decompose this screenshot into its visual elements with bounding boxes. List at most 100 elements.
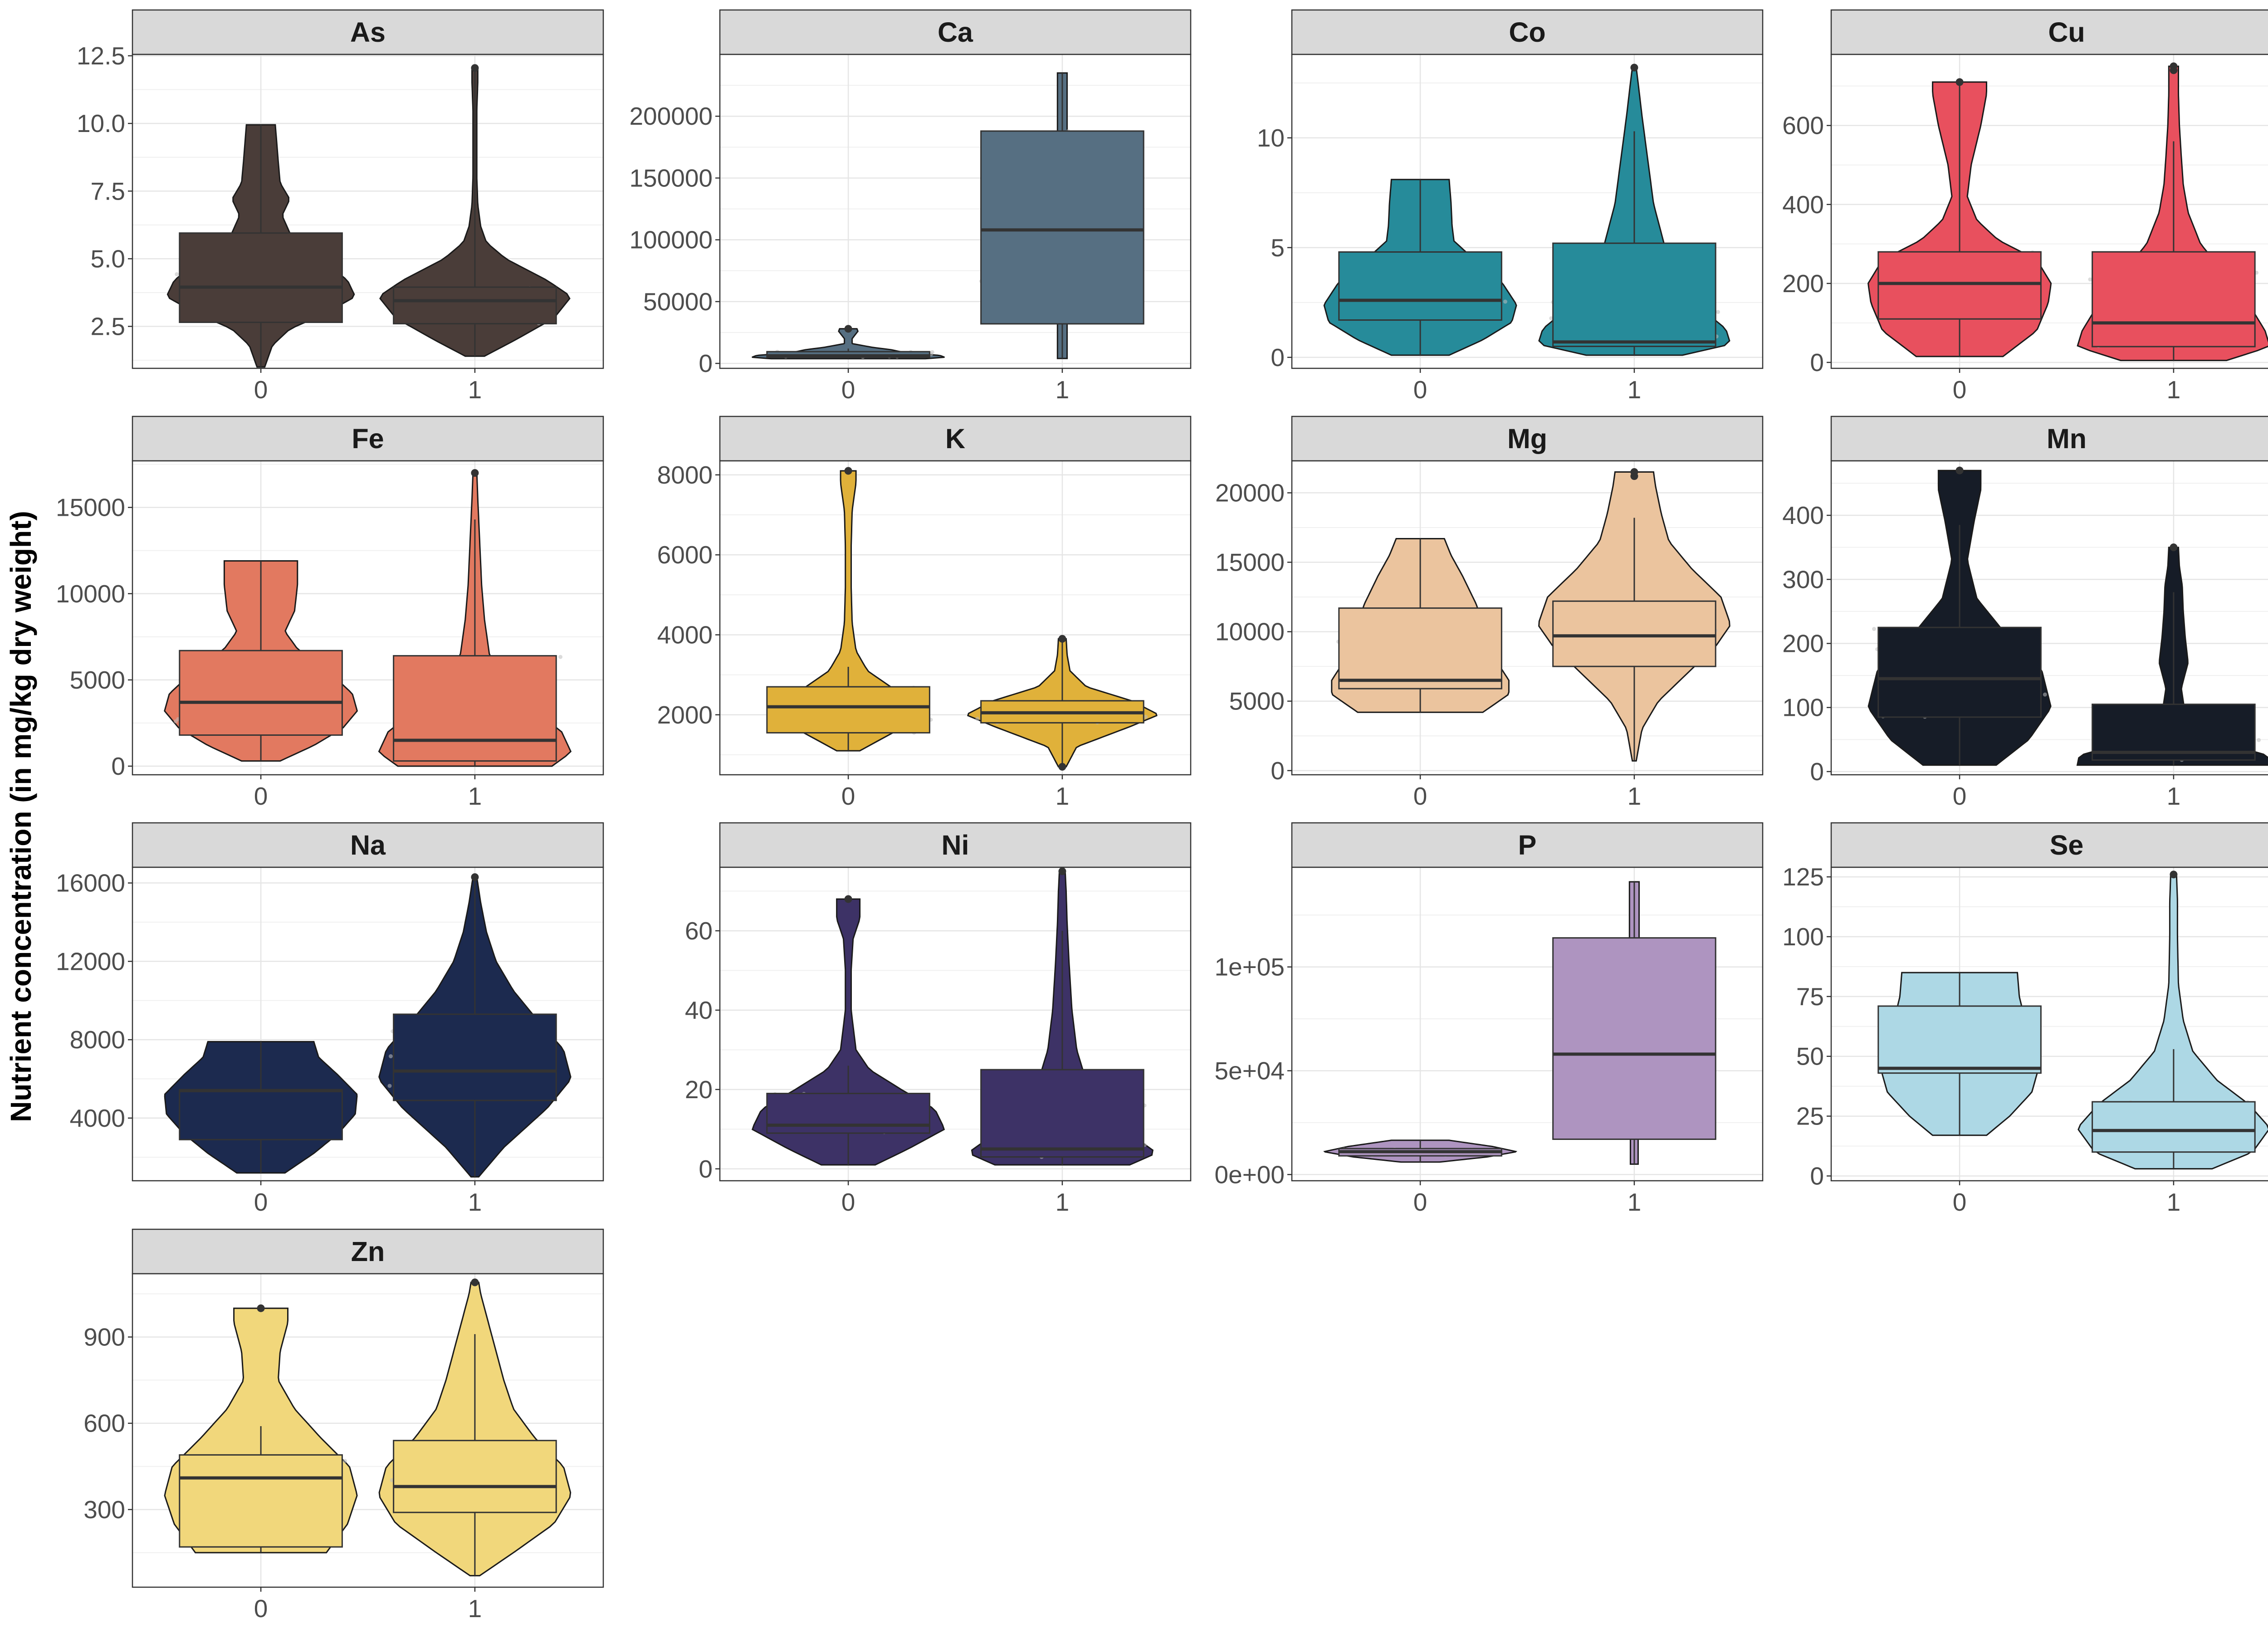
x-tick-label: 0 [841, 782, 855, 810]
strip-background [1291, 822, 1764, 868]
strip-background [719, 416, 1192, 462]
strip-background [1291, 9, 1764, 55]
panel-border [1291, 866, 1764, 1182]
y-tick-label: 5.0 [91, 244, 125, 273]
y-tick-label: 0 [1810, 348, 1824, 376]
facet-ca: Ca 0 50000 100000 150000 200000 0 1 [629, 9, 1192, 404]
x-tick-label: 0 [1413, 376, 1427, 404]
box-0 [1338, 607, 1502, 689]
strip-background [132, 9, 604, 55]
y-tick-label: 300 [1782, 565, 1824, 593]
y-tick-label: 0 [699, 1155, 713, 1183]
x-tick-label: 1 [468, 1594, 482, 1623]
x-tick-label: 1 [1056, 782, 1070, 810]
data-marks [1323, 64, 1730, 356]
facet-se: Se 0 25 50 75 100 125 0 1 [1782, 822, 2268, 1216]
y-tick-label: 5 [1271, 234, 1285, 262]
box-0 [1877, 1005, 2042, 1074]
data-marks [752, 72, 1144, 360]
y-tick-label: 1e+05 [1215, 953, 1285, 981]
outlier-point [1630, 64, 1638, 72]
box-1 [393, 655, 557, 762]
jitter-point [388, 1054, 393, 1059]
panel-border [1830, 866, 2268, 1182]
box-1 [2092, 1101, 2256, 1153]
x-tick-label: 1 [468, 782, 482, 810]
y-tick-label: 75 [1796, 983, 1824, 1011]
x-tick-label: 1 [1056, 376, 1070, 404]
jitter-point [2257, 738, 2261, 742]
y-tick-label: 15000 [1215, 548, 1285, 577]
y-tick-label: 4000 [70, 1104, 125, 1132]
facet-k: K 2000 4000 6000 8000 0 1 [657, 416, 1192, 810]
y-tick-label: 0 [1271, 343, 1285, 372]
strip-background [1830, 822, 2268, 868]
x-tick-label: 1 [468, 376, 482, 404]
x-tick-label: 1 [1628, 376, 1642, 404]
y-tick-label: 200 [1782, 629, 1824, 657]
strip-background [1291, 416, 1764, 462]
box-0 [1338, 251, 1502, 321]
outlier-point [2170, 62, 2178, 70]
facet-strip-label: K [945, 423, 965, 454]
y-tick-label: 12000 [56, 947, 125, 975]
y-tick-label: 0 [111, 752, 125, 780]
jitter-point [173, 719, 178, 724]
x-tick-label: 1 [2167, 1188, 2181, 1216]
y-tick-label: 300 [83, 1496, 125, 1524]
outlier-point [844, 325, 852, 333]
x-tick-label: 0 [254, 376, 268, 404]
panel-border [132, 460, 604, 776]
x-tick-label: 0 [254, 782, 268, 810]
facet-co: Co 0 5 10 0 1 [1257, 9, 1764, 404]
outlier-point [2170, 543, 2178, 552]
jitter-point [2043, 692, 2047, 697]
outlier-point [1058, 763, 1066, 771]
outlier-point [2170, 870, 2178, 879]
y-tick-label: 16000 [56, 869, 125, 897]
box-1 [393, 286, 557, 325]
facet-p: P 0e+00 5e+04 1e+05 0 1 [1215, 822, 1764, 1216]
facet-panels: As2.55.07.510.012.50 1Ca05000010000015000… [56, 9, 2268, 1623]
x-tick-label: 1 [1056, 1188, 1070, 1216]
facet-strip-label: Se [2050, 830, 2084, 861]
box-1 [2092, 251, 2256, 347]
strip-background [1830, 9, 2268, 55]
jitter-point [975, 717, 980, 721]
jitter-point [558, 655, 563, 659]
y-axis-label: Nutrient concentration (in mg/kg dry wei… [5, 511, 37, 1122]
panel-border [132, 1273, 604, 1588]
box-0 [1877, 626, 2042, 718]
violin-0 [783, 470, 913, 752]
outlier-point [844, 467, 852, 475]
facet-mg: Mg 0 5000 10000 15000 20000 0 1 [1215, 416, 1764, 810]
y-tick-label: 0 [1810, 758, 1824, 786]
y-tick-label: 600 [83, 1409, 125, 1437]
data-marks [751, 867, 1154, 1166]
y-tick-label: 600 [1782, 112, 1824, 140]
outlier-point [844, 895, 852, 903]
box-0 [179, 1089, 343, 1140]
x-tick-label: 1 [1628, 782, 1642, 810]
y-tick-label: 0e+00 [1215, 1160, 1285, 1188]
facet-strip-label: P [1518, 830, 1537, 861]
jitter-point [343, 1459, 347, 1463]
box-1 [1552, 937, 1716, 1140]
y-tick-label: 10000 [1215, 618, 1285, 646]
box-0 [1877, 251, 2042, 320]
outlier-point [471, 1278, 479, 1286]
strip-background [719, 822, 1192, 868]
facet-strip-label: Co [1509, 17, 1545, 48]
y-tick-label: 400 [1782, 501, 1824, 529]
violin-1 [2076, 547, 2268, 766]
y-tick-label: 6000 [657, 541, 713, 569]
panel-border [719, 460, 1192, 776]
data-marks [1323, 881, 1716, 1165]
data-marks [164, 469, 572, 767]
x-tick-label: 0 [1413, 782, 1427, 810]
x-tick-label: 1 [2167, 376, 2181, 404]
facet-zn: Zn 300 600 900 0 1 [83, 1228, 604, 1623]
y-tick-label: 7.5 [91, 177, 125, 205]
y-tick-label: 5e+04 [1215, 1056, 1285, 1085]
y-tick-label: 100 [1782, 694, 1824, 722]
